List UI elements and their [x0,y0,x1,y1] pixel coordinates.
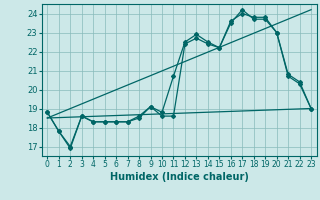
X-axis label: Humidex (Indice chaleur): Humidex (Indice chaleur) [110,172,249,182]
